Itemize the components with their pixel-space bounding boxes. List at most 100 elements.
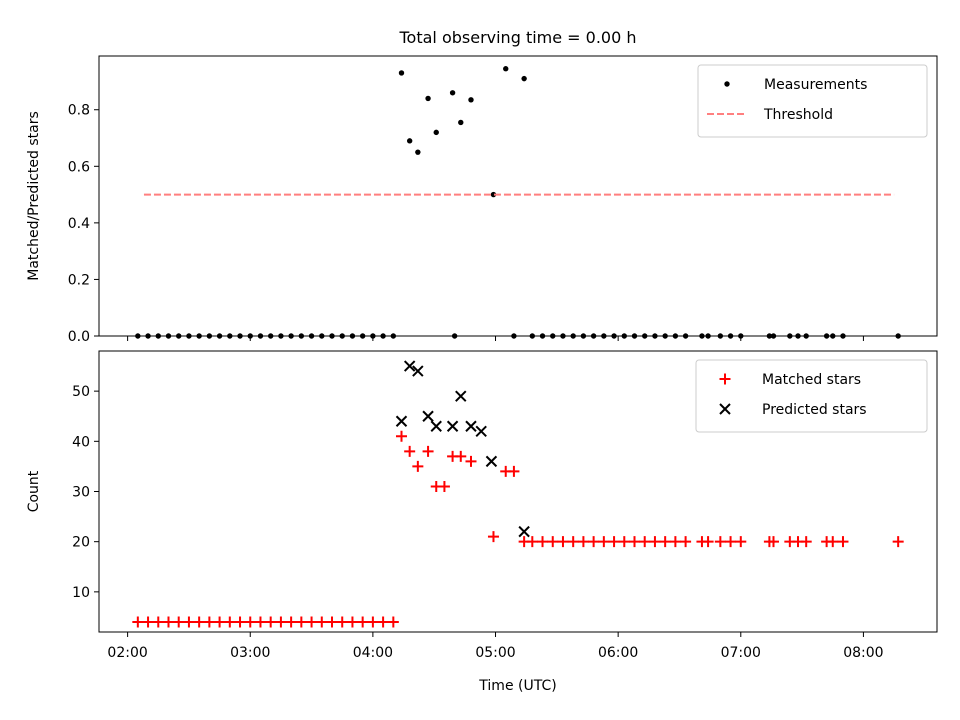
matched-stars-point	[142, 616, 154, 628]
measurement-point	[468, 97, 474, 103]
predicted-stars-point	[412, 365, 424, 377]
matched-stars-point	[547, 536, 559, 548]
matched-stars-point	[183, 616, 195, 628]
matched-stars-point	[173, 616, 185, 628]
matched-stars-point	[387, 616, 399, 628]
measurement-point	[458, 119, 464, 126]
predicted-stars-point	[422, 410, 434, 422]
matched-stars-point	[357, 616, 369, 628]
matched-stars-point	[193, 616, 205, 628]
y-tick-label: 20	[72, 535, 90, 551]
x-axis-label: Time (UTC)	[478, 678, 556, 694]
matched-stars-point	[618, 536, 630, 548]
matched-stars-point	[404, 445, 416, 457]
matched-stars-point	[438, 480, 450, 492]
matched-stars-point	[244, 616, 256, 628]
legend-label: Predicted stars	[762, 402, 867, 418]
matched-stars-point	[395, 430, 407, 442]
matched-stars-point	[203, 616, 215, 628]
matched-stars-point	[526, 536, 538, 548]
matched-stars-point	[557, 536, 569, 548]
matched-stars-point	[827, 536, 839, 548]
matched-stars-point	[132, 616, 144, 628]
predicted-stars-point	[446, 420, 459, 432]
matched-stars-point	[377, 616, 389, 628]
legend-label: Matched stars	[762, 372, 861, 388]
y-axis-label: Matched/Predicted stars	[26, 111, 42, 281]
matched-stars-point	[306, 616, 318, 628]
legend-box	[695, 359, 928, 433]
matched-stars-point	[669, 536, 681, 548]
x-tick-label: 02:00	[107, 645, 147, 661]
measurement-point	[449, 90, 456, 96]
measurement-point	[425, 95, 431, 102]
y-tick-label: 30	[72, 485, 90, 501]
matched-stars-point	[326, 616, 338, 628]
x-tick-label: 06:00	[598, 645, 638, 661]
matched-stars-point	[537, 536, 549, 548]
measurement-point	[521, 75, 527, 82]
x-tick-label: 07:00	[721, 645, 761, 661]
matched-stars-point	[598, 536, 610, 548]
legend-label: Threshold	[763, 107, 833, 123]
legend: Matched stars Predicted stars	[695, 359, 928, 433]
legend-x-icon	[719, 403, 731, 415]
matched-stars-point	[508, 465, 520, 477]
matched-stars-point	[285, 616, 297, 628]
predicted-stars-point	[465, 420, 477, 432]
matched-stars-point	[649, 536, 661, 548]
x-tick-label: 03:00	[230, 645, 270, 661]
y-tick-label: 0.0	[68, 329, 90, 345]
predicted-stars-point	[518, 525, 530, 538]
legend-label: Measurements	[764, 77, 867, 93]
matched-stars-point	[152, 616, 164, 628]
x-tick-label: 05:00	[475, 645, 515, 661]
matched-stars-point	[254, 616, 266, 628]
predicted-stars-point	[430, 420, 442, 432]
measurement-point	[406, 138, 413, 144]
matched-stars-point	[892, 536, 904, 548]
matched-stars-point	[608, 536, 620, 548]
legend-box	[697, 64, 928, 138]
matched-stars-point	[346, 616, 358, 628]
matched-stars-point	[837, 536, 849, 548]
matched-stars-point	[234, 616, 246, 628]
matched-stars-point	[714, 536, 726, 548]
axes-frame	[98, 55, 938, 337]
matched-stars-point	[588, 536, 600, 548]
matched-stars-point	[735, 536, 747, 548]
matched-stars-point	[487, 531, 499, 543]
matched-stars-point	[162, 616, 174, 628]
bottom-panel-star-counts: 02:00 03:00 04:00 05:00 06:00 07:00 08:00 10 20 3…	[26, 350, 938, 694]
matched-stars-point	[680, 536, 692, 548]
matched-stars-point	[265, 616, 277, 628]
predicted-stars-point	[455, 390, 467, 402]
x-tick-label: 04:00	[353, 645, 393, 661]
matched-stars-point	[659, 536, 671, 548]
y-tick-label: 0.2	[68, 272, 90, 288]
matched-stars-point	[214, 616, 226, 628]
matched-stars-point	[224, 616, 236, 628]
matched-stars-point	[412, 460, 424, 472]
matched-stars-point	[577, 536, 589, 548]
top-panel-matched-predicted-ratio: Total observing time = 0.00 h 0.0 0.2 0.4 0.…	[26, 28, 938, 345]
matched-stars-point	[316, 616, 328, 628]
matched-stars-point	[629, 536, 641, 548]
legend-dot-icon	[724, 81, 730, 87]
matched-stars-point	[275, 616, 287, 628]
measurement-point	[433, 129, 439, 136]
y-tick-label: 40	[72, 434, 90, 450]
series-matched-stars	[132, 430, 904, 628]
predicted-stars-point	[403, 360, 416, 372]
legend: Measurements Threshold	[697, 64, 928, 138]
measurement-point	[398, 70, 405, 76]
y-tick-label: 10	[72, 585, 90, 601]
matched-stars-point	[295, 616, 307, 628]
y-tick-label: 50	[72, 384, 90, 400]
matched-stars-point	[639, 536, 651, 548]
measurement-point	[490, 191, 497, 198]
y-tick-label: 0.4	[68, 216, 90, 232]
x-tick-label: 08:00	[843, 645, 883, 661]
predicted-stars-point	[485, 455, 498, 468]
